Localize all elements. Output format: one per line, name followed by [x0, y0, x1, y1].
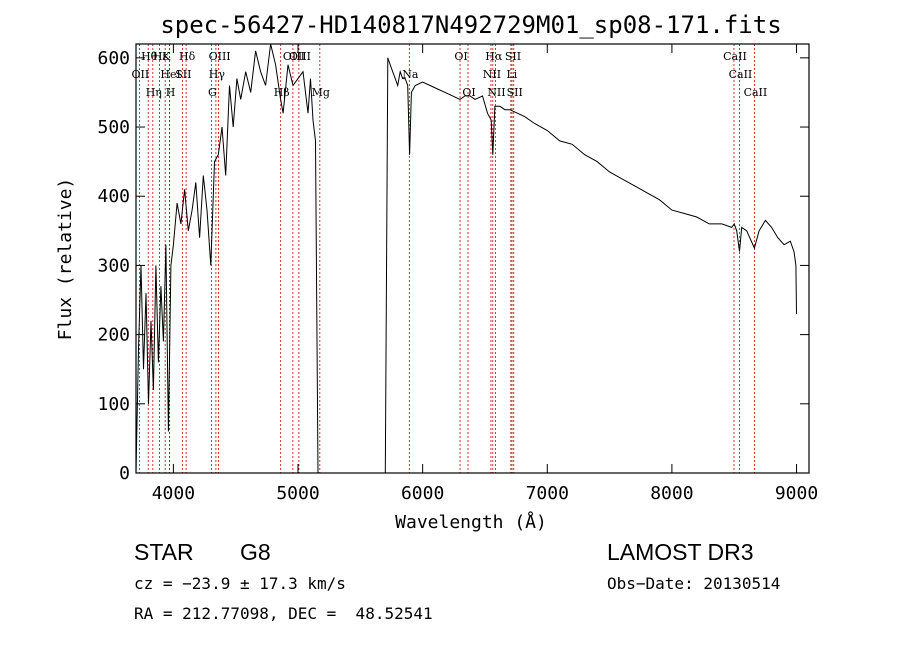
line-label: Li	[506, 68, 517, 81]
line-label: Hδ	[179, 50, 196, 63]
line-label: H	[166, 86, 176, 99]
plot-frame	[135, 43, 810, 474]
line-label: Hθ	[141, 50, 158, 63]
x-tick-label: 7000	[526, 483, 569, 504]
chart-title: spec-56427-HD140817N492729M01_sp08-171.f…	[160, 11, 781, 39]
y-axis-label: Flux (relative)	[55, 178, 76, 341]
line-label: Mg	[312, 86, 330, 99]
line-label: OIII	[289, 50, 311, 63]
line-label: CaII	[729, 68, 753, 81]
y-tick-label: 500	[97, 117, 130, 138]
obs-date: Obs−Date: 20130514	[607, 574, 781, 593]
line-label: OIII	[209, 50, 231, 63]
object-subclass: G8	[240, 539, 271, 565]
x-tick-label: 4000	[152, 483, 195, 504]
x-tick-label: 9000	[775, 483, 818, 504]
line-label: Hα	[485, 50, 503, 63]
line-label: G	[208, 86, 217, 99]
line-label: Na	[402, 68, 419, 81]
line-label: SII	[507, 86, 523, 99]
y-tick-label: 300	[97, 255, 130, 276]
line-label: Hε	[153, 50, 169, 63]
line-label: OII	[132, 68, 150, 81]
line-label: Hη	[146, 86, 162, 99]
line-label: OI	[454, 50, 467, 63]
line-label: Hβ	[274, 86, 290, 99]
line-label: SII	[505, 50, 521, 63]
y-tick-label: 400	[97, 186, 130, 207]
survey-label: LAMOST DR3	[607, 539, 754, 565]
x-tick-label: 8000	[650, 483, 693, 504]
line-label: OI	[462, 86, 475, 99]
y-tick-label: 0	[119, 463, 130, 484]
spectrum-line	[135, 43, 797, 474]
line-label: NII	[487, 86, 505, 99]
line-label: CaII	[744, 86, 768, 99]
object-class: STAR	[134, 539, 194, 565]
redshift-info: cz = −23.9 ± 17.3 km/s	[134, 574, 346, 593]
line-label: NII	[483, 68, 501, 81]
y-tick-label: 600	[97, 48, 130, 69]
coordinates: RA = 212.77098, DEC = 48.52541	[134, 604, 433, 623]
x-tick-label: 5000	[276, 483, 319, 504]
line-label: SII	[175, 68, 191, 81]
y-tick-label: 100	[97, 394, 130, 415]
line-label: K	[162, 50, 171, 63]
x-tick-label: 6000	[401, 483, 444, 504]
y-tick-label: 200	[97, 325, 130, 346]
line-label: HeI	[160, 68, 180, 81]
x-axis-label: Wavelength (Å)	[395, 511, 547, 533]
line-label: Hγ	[209, 68, 226, 81]
line-label: OIII	[283, 50, 305, 63]
line-label: CaII	[723, 50, 747, 63]
